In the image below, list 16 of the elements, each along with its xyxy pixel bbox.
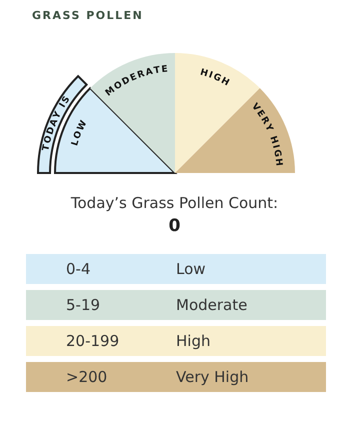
slice-label: HIGH [198,68,231,88]
text: >200 [65,368,108,386]
text: Today’s Grass Pollen Count: [70,194,280,212]
chart-title: GRASS POLLEN [32,9,144,22]
text: Low [176,260,206,278]
text: 20-199 [65,332,120,350]
text: 5-19 [65,296,102,314]
text: TODAY IS [41,94,72,152]
text: 0-4 [65,260,92,278]
slice-label: VERY HIGH [249,102,284,166]
text: Moderate [176,296,248,314]
slice-label: MODERATE [104,64,168,99]
text: 0 [168,216,182,236]
text: Very High [176,368,249,386]
text: High [176,332,210,350]
slice-label: LOW [70,119,90,148]
